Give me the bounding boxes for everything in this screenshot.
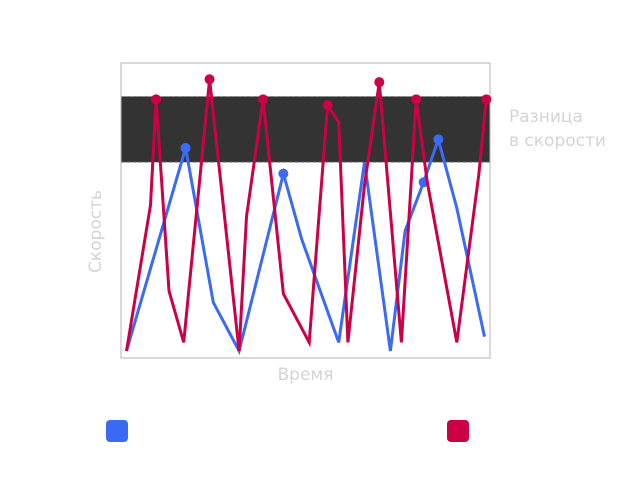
series-2-point-5: [374, 77, 385, 88]
band-label-line-1: Разница: [509, 107, 583, 127]
y-axis-label: Скорость: [86, 190, 106, 273]
plot-frame: [120, 62, 491, 359]
series-1-point-4: [433, 134, 444, 145]
series-2-point-3: [258, 94, 269, 105]
legend-swatch-blue: [106, 420, 128, 442]
series-1-point-2: [278, 168, 289, 179]
band-label-line-2: в скорости: [509, 131, 606, 151]
series-2-line: [125, 79, 488, 352]
series-2-point-2: [204, 74, 215, 85]
series-2-point-1: [151, 94, 162, 105]
series-layer: [125, 74, 492, 356]
series-2-point-6: [411, 94, 422, 105]
series-2-point-4: [322, 100, 333, 111]
series-1-line: [125, 134, 486, 356]
series-1-point-1: [180, 142, 191, 153]
legend-swatch-red: [447, 420, 469, 442]
x-axis-label: Время: [278, 365, 334, 385]
series-2-point-7: [481, 94, 492, 105]
